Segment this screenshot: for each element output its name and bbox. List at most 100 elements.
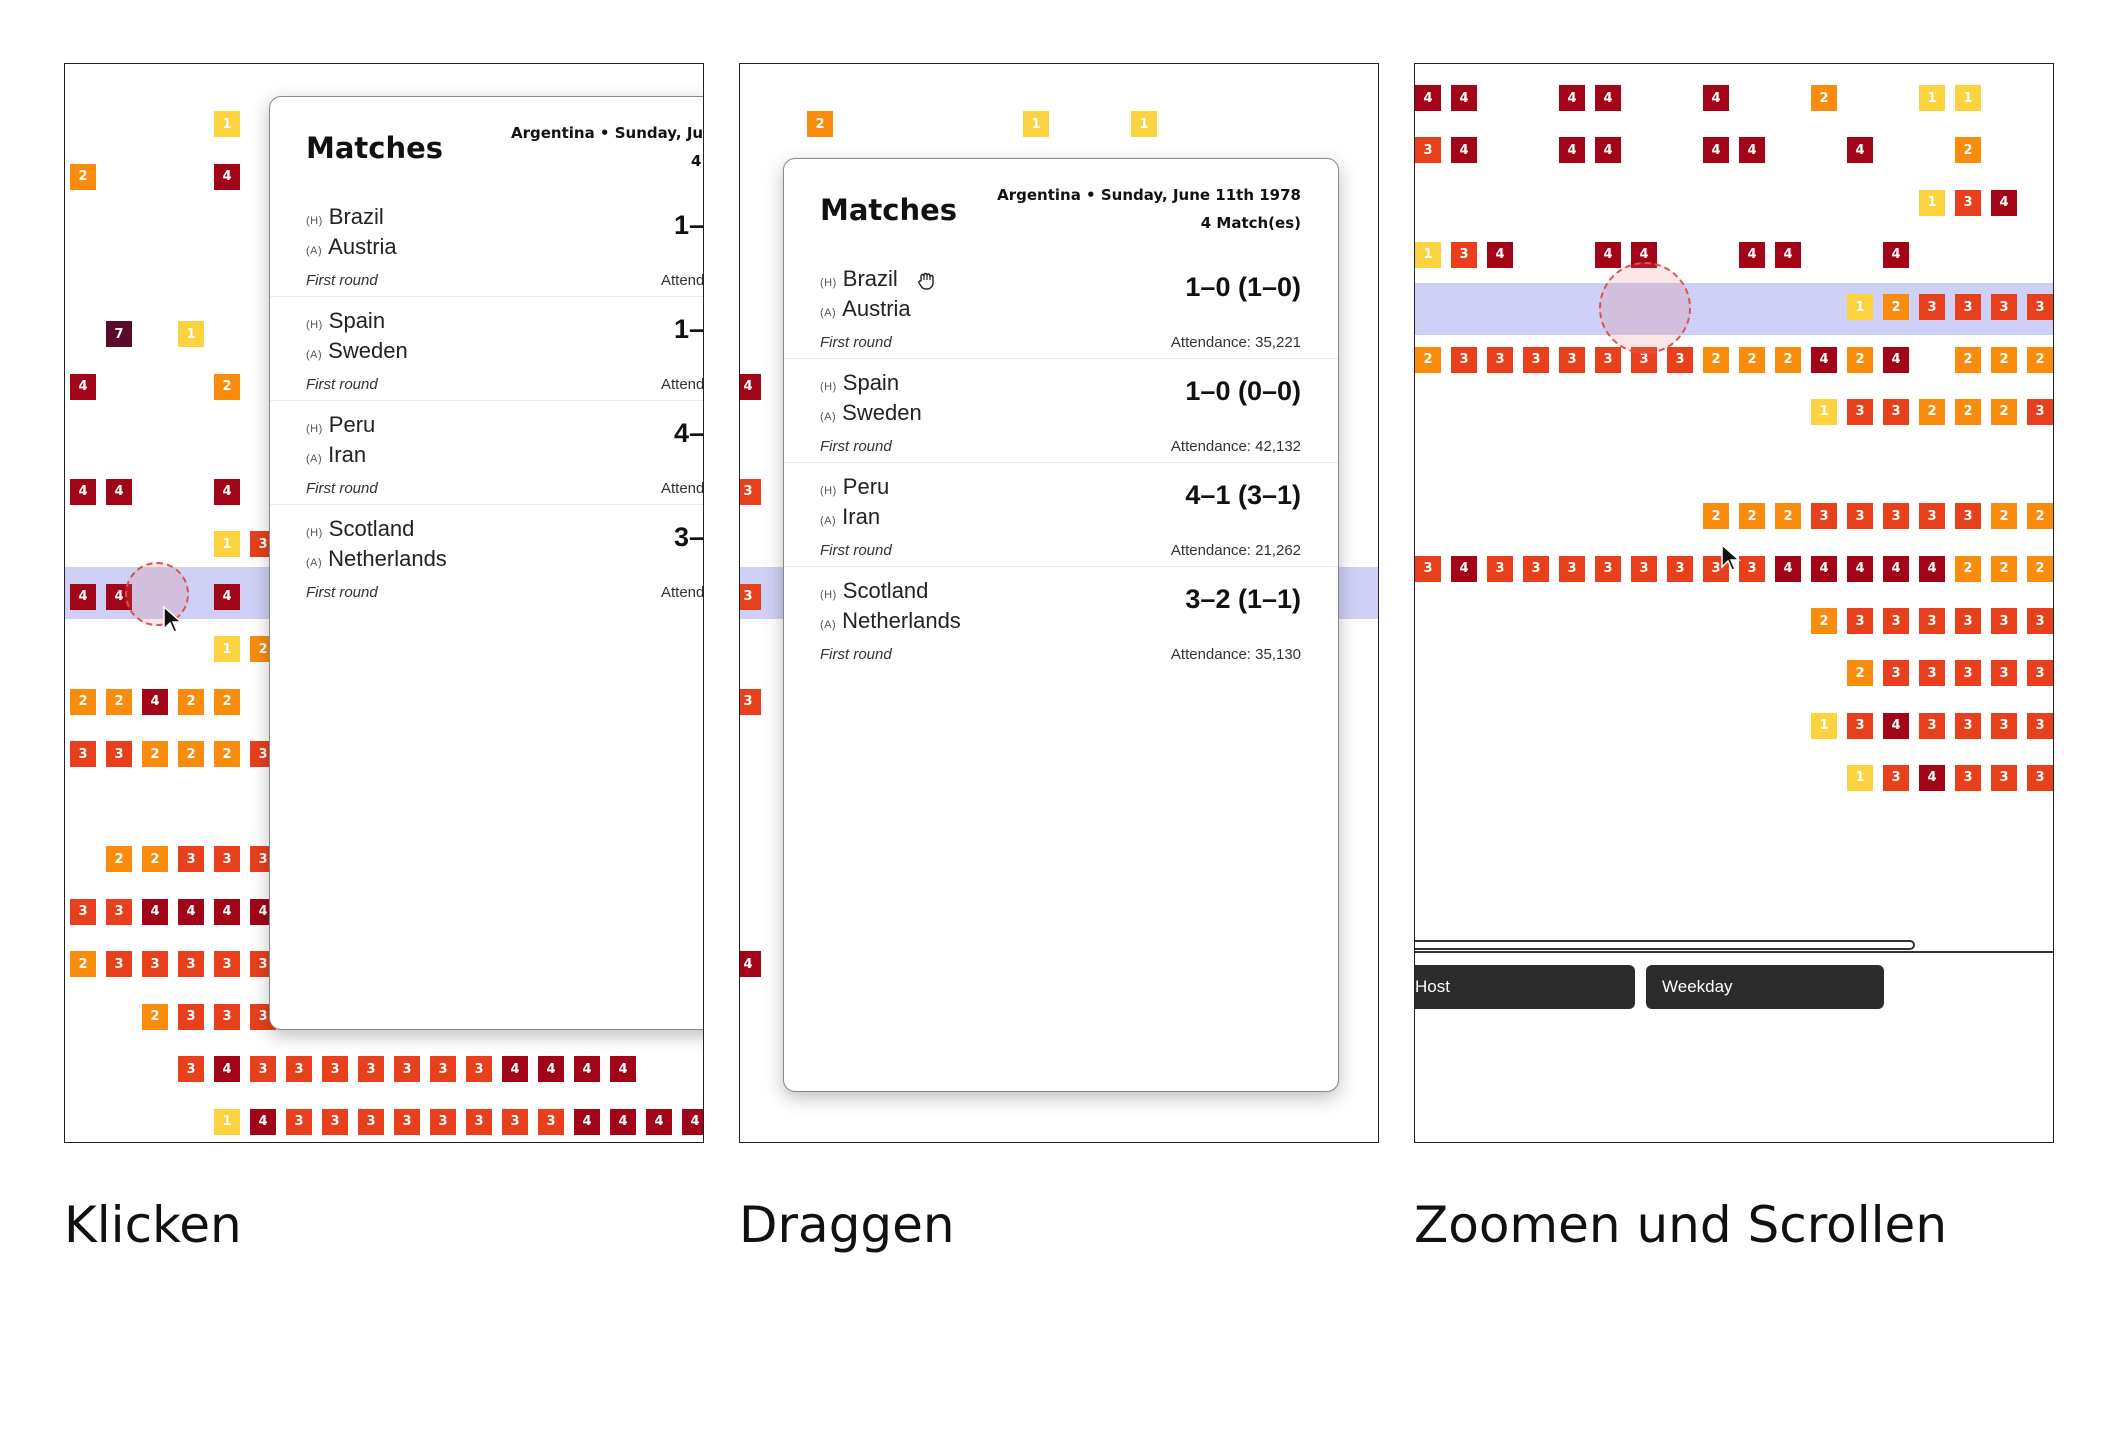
match-count-tile[interactable]: 4	[502, 1056, 528, 1082]
match-count-tile[interactable]: 3	[1955, 608, 1981, 634]
match-count-tile[interactable]: 4	[1739, 137, 1765, 164]
match-count-tile[interactable]: 4	[1487, 241, 1513, 268]
match-count-tile[interactable]: 3	[740, 688, 761, 715]
match-count-tile[interactable]: 4	[1775, 555, 1801, 582]
match-count-tile[interactable]: 4	[1847, 555, 1873, 582]
match-count-tile[interactable]: 3	[1523, 555, 1549, 582]
match-count-tile[interactable]: 3	[1955, 294, 1981, 321]
match-count-tile[interactable]: 2	[1703, 346, 1729, 373]
match-count-tile[interactable]: 1	[1811, 398, 1837, 425]
match-count-tile[interactable]: 4	[1883, 555, 1909, 582]
match-count-tile[interactable]: 1	[1847, 764, 1873, 791]
match-count-tile[interactable]: 1	[1919, 189, 1945, 216]
match-count-tile[interactable]: 1	[1131, 111, 1157, 137]
match-count-tile[interactable]: 3	[1415, 555, 1441, 582]
matches-popup[interactable]: Matches Argentina • Sunday, June 11th 19…	[783, 158, 1339, 1092]
match-count-tile[interactable]: 4	[1415, 85, 1441, 111]
match-count-tile[interactable]: 3	[322, 1056, 348, 1082]
match-count-tile[interactable]: 4	[1703, 85, 1729, 111]
match-count-tile[interactable]: 2	[1883, 294, 1909, 321]
match-count-tile[interactable]: 3	[70, 741, 96, 767]
match-count-tile[interactable]: 3	[1883, 398, 1909, 425]
match-count-tile[interactable]: 3	[1847, 608, 1873, 634]
match-count-tile[interactable]: 3	[106, 898, 132, 925]
match-count-tile[interactable]: 4	[178, 898, 204, 925]
match-count-tile[interactable]: 1	[1919, 85, 1945, 111]
match-count-tile[interactable]: 3	[142, 951, 168, 977]
match-count-tile[interactable]: 3	[1991, 608, 2017, 634]
match-count-tile[interactable]: 3	[1955, 503, 1981, 530]
match-count-tile[interactable]: 3	[286, 1108, 312, 1135]
match-count-tile[interactable]: 3	[1919, 294, 1945, 321]
match-count-tile[interactable]: 1	[1847, 294, 1873, 321]
match-count-tile[interactable]: 3	[430, 1108, 456, 1135]
match-count-tile[interactable]: 3	[1883, 764, 1909, 791]
match-count-tile[interactable]: 3	[358, 1108, 384, 1135]
match-count-tile[interactable]: 4	[1559, 85, 1585, 111]
match-count-tile[interactable]: 4	[538, 1056, 564, 1082]
match-count-tile[interactable]: 3	[1559, 346, 1585, 373]
match-count-tile[interactable]: 4	[1847, 137, 1873, 164]
match-count-tile[interactable]: 3	[1955, 189, 1981, 216]
match-count-tile[interactable]: 2	[1775, 503, 1801, 530]
match-count-tile[interactable]: 3	[1631, 555, 1657, 582]
match-count-tile[interactable]: 4	[574, 1108, 600, 1135]
match-count-tile[interactable]: 4	[70, 583, 96, 610]
match-count-tile[interactable]: 3	[1487, 346, 1513, 373]
match-count-tile[interactable]: 3	[1991, 712, 2017, 739]
match-count-tile[interactable]: 3	[1811, 503, 1837, 530]
match-count-tile[interactable]: 2	[1991, 555, 2017, 582]
match-row[interactable]: (H) Brazil (A) Austria 1– First round Attend	[270, 192, 703, 297]
match-count-tile[interactable]: 4	[1883, 712, 1909, 739]
match-count-tile[interactable]: 4	[1703, 137, 1729, 164]
match-count-tile[interactable]: 2	[1955, 346, 1981, 373]
match-count-tile[interactable]: 2	[1811, 608, 1837, 634]
match-count-tile[interactable]: 4	[610, 1108, 636, 1135]
match-count-tile[interactable]: 3	[2027, 660, 2053, 687]
match-count-tile[interactable]: 4	[1919, 555, 1945, 582]
match-count-tile[interactable]: 2	[2027, 503, 2053, 530]
match-count-tile[interactable]: 3	[214, 951, 240, 977]
match-count-tile[interactable]: 3	[466, 1108, 492, 1135]
match-count-tile[interactable]: 3	[1919, 660, 1945, 687]
match-count-tile[interactable]: 3	[1523, 346, 1549, 373]
match-count-tile[interactable]: 2	[142, 846, 168, 872]
match-count-tile[interactable]: 2	[106, 688, 132, 715]
match-count-tile[interactable]: 2	[2027, 346, 2053, 373]
match-count-tile[interactable]: 3	[2027, 294, 2053, 321]
match-row[interactable]: (H) Peru (A) Iran 4–1 (3–1) First round Attend…	[784, 462, 1338, 567]
match-count-tile[interactable]: 1	[1415, 241, 1441, 268]
match-count-tile[interactable]: 3	[1883, 503, 1909, 530]
match-count-tile[interactable]: 4	[1451, 85, 1477, 111]
match-count-tile[interactable]: 2	[1739, 503, 1765, 530]
match-count-tile[interactable]: 3	[214, 1003, 240, 1030]
match-count-tile[interactable]: 3	[1451, 241, 1477, 268]
match-count-tile[interactable]: 3	[538, 1108, 564, 1135]
match-count-tile[interactable]: 4	[214, 898, 240, 925]
match-count-tile[interactable]: 2	[1703, 503, 1729, 530]
match-count-tile[interactable]: 3	[1595, 555, 1621, 582]
match-count-tile[interactable]: 2	[1991, 346, 2017, 373]
match-count-tile[interactable]: 2	[807, 111, 833, 137]
match-count-tile[interactable]: 2	[70, 951, 96, 977]
match-count-tile[interactable]: 4	[1811, 555, 1837, 582]
match-count-tile[interactable]: 2	[1739, 346, 1765, 373]
match-row[interactable]: (H) Spain (A) Sweden 1– First round Attend	[270, 296, 703, 401]
matches-popup-clipped[interactable]: Matches Argentina • Sunday, June 4 (H) Br…	[269, 96, 703, 1030]
match-count-tile[interactable]: 3	[1847, 398, 1873, 425]
weekday-filter-button[interactable]: Weekday	[1646, 965, 1884, 1009]
match-count-tile[interactable]: 2	[214, 688, 240, 715]
match-count-tile[interactable]: 2	[1811, 85, 1837, 111]
match-count-tile[interactable]: 3	[1955, 712, 1981, 739]
match-count-tile[interactable]: 3	[1991, 764, 2017, 791]
match-count-tile[interactable]: 4	[1883, 346, 1909, 373]
match-count-tile[interactable]: 3	[106, 741, 132, 767]
match-count-tile[interactable]: 2	[2027, 555, 2053, 582]
match-count-tile[interactable]: 3	[502, 1108, 528, 1135]
match-count-tile[interactable]: 3	[1847, 503, 1873, 530]
match-count-tile[interactable]: 4	[574, 1056, 600, 1082]
match-count-tile[interactable]: 3	[2027, 712, 2053, 739]
match-count-tile[interactable]: 4	[1919, 764, 1945, 791]
match-count-tile[interactable]: 1	[214, 111, 240, 137]
